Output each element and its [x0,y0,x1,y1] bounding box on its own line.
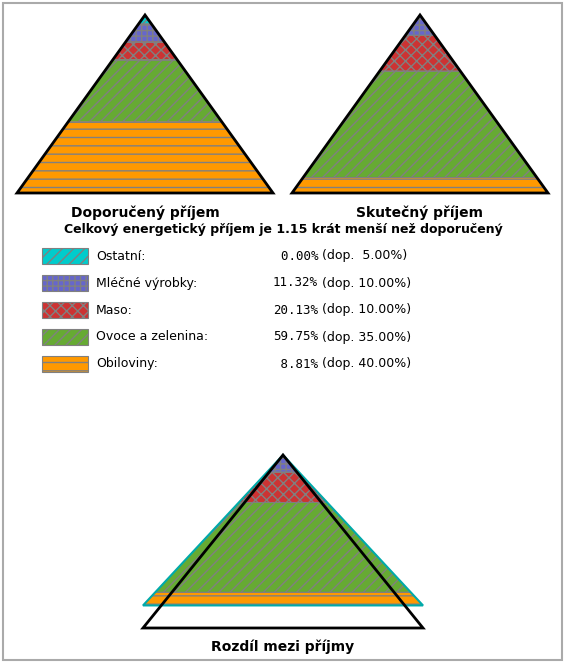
Text: Celkový energetický příjem je 1.15 krát menší než doporučený: Celkový energetický příjem je 1.15 krát … [63,223,503,236]
Text: (dop. 10.00%): (dop. 10.00%) [322,303,411,317]
Text: (dop. 10.00%): (dop. 10.00%) [322,276,411,290]
Polygon shape [139,15,151,24]
Text: Ostatní:: Ostatní: [96,250,145,262]
Bar [42,302,88,318]
Polygon shape [68,60,222,122]
Text: Maso:: Maso: [96,303,133,317]
Text: 59.75%: 59.75% [273,331,318,343]
Polygon shape [126,24,164,42]
Text: Doporučený příjem: Doporučený příjem [71,205,220,220]
Text: (dop. 40.00%): (dop. 40.00%) [322,357,411,371]
Polygon shape [380,35,460,71]
Bar [42,329,88,345]
Bar [42,248,88,264]
Polygon shape [143,592,423,606]
Text: Ovoce a zelenina:: Ovoce a zelenina: [96,331,208,343]
Polygon shape [292,177,548,193]
Text: Mléčné výrobky:: Mléčné výrobky: [96,276,197,290]
Text: Obiloviny:: Obiloviny: [96,357,158,371]
Text: 11.32%: 11.32% [273,276,318,290]
Polygon shape [239,472,327,502]
Text: 20.13%: 20.13% [273,303,318,317]
Polygon shape [303,71,537,177]
Bar [42,356,88,372]
Polygon shape [113,42,177,60]
Polygon shape [267,455,299,472]
Text: 8.81%: 8.81% [273,357,318,371]
Text: Skutečný příjem: Skutečný příjem [357,205,483,220]
Bar [42,275,88,291]
Text: (dop.  5.00%): (dop. 5.00%) [322,250,408,262]
Polygon shape [155,502,411,592]
Polygon shape [405,15,435,35]
Text: Rozdíl mezi příjmy: Rozdíl mezi příjmy [212,640,354,655]
Text: 0.00%: 0.00% [265,250,318,262]
Text: (dop. 35.00%): (dop. 35.00%) [322,331,411,343]
Polygon shape [17,122,273,193]
